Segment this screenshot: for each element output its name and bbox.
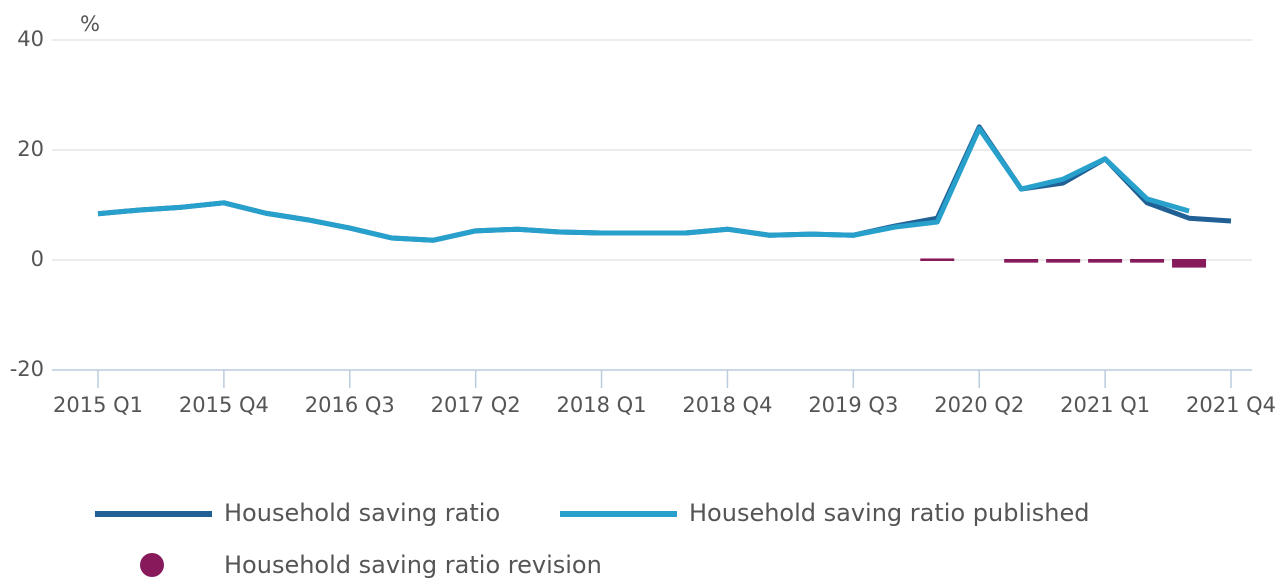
legend-swatch (140, 553, 164, 577)
series-line (97, 126, 1190, 243)
x-tick-label: 2018 Q1 (557, 393, 647, 417)
legend-label: Household saving ratio revision (224, 551, 602, 579)
y-tick-label: 0 (31, 247, 44, 271)
x-tick-label: 2021 Q1 (1060, 393, 1150, 417)
y-axis-label: % (80, 12, 100, 36)
x-tick-label: 2015 Q1 (53, 393, 143, 417)
x-tick-label: 2021 Q4 (1186, 393, 1276, 417)
bar (920, 258, 955, 261)
bar (1172, 259, 1207, 268)
x-tick-label: 2015 Q4 (179, 393, 269, 417)
y-tick-label: 20 (17, 137, 44, 161)
y-tick-label: -20 (10, 357, 44, 381)
series-line (97, 124, 1232, 243)
x-tick-label: 2018 Q4 (682, 393, 772, 417)
legend-label: Household saving ratio (224, 499, 500, 527)
bar (1046, 259, 1081, 263)
x-tick-label: 2017 Q2 (431, 393, 521, 417)
legend-label: Household saving ratio published (689, 499, 1090, 527)
x-tick-label: 2019 Q3 (808, 393, 898, 417)
y-tick-label: 40 (17, 27, 44, 51)
bar (1004, 259, 1039, 263)
x-tick-label: 2020 Q2 (934, 393, 1024, 417)
bar (1130, 259, 1165, 263)
bar (1088, 259, 1123, 263)
x-tick-label: 2016 Q3 (305, 393, 395, 417)
